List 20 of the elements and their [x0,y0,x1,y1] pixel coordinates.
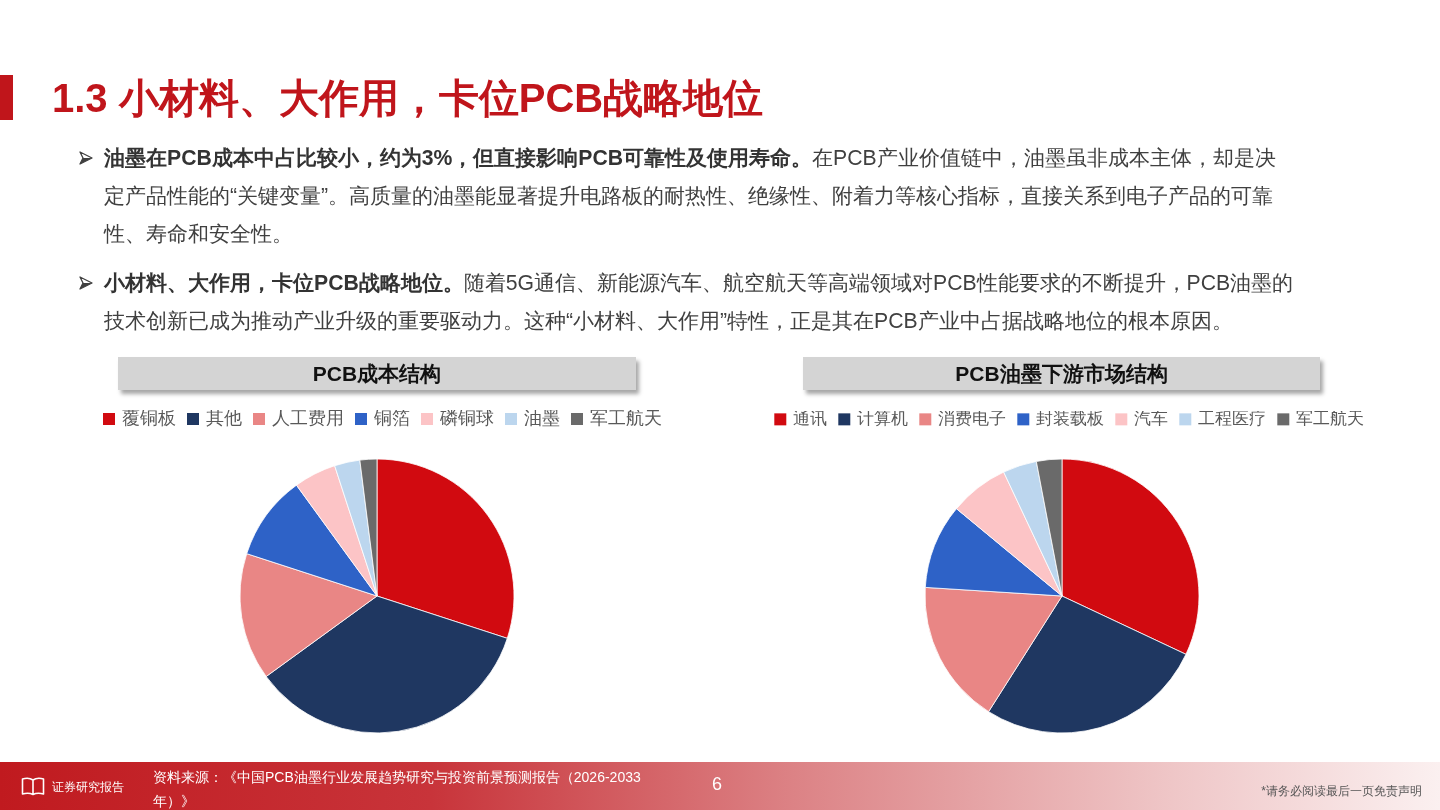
legend-label: 封装载板 [1035,409,1104,429]
text: 资料来源：《中国PCB油墨行业发展趋势研究与投资前景预测报告（2026-2033年）》 [153,768,642,810]
legend-label: 覆铜板 [122,408,176,428]
legend-label: 消费电子 [937,409,1006,429]
legend-label: 通讯 [792,409,827,429]
text: 证券研究报告 [52,779,124,796]
legend-label: 工程医疗 [1197,409,1266,429]
legend-label: 油墨 [524,408,560,428]
text: 6 [712,773,723,795]
text: 1.3 小材料、大作用，卡位PCB战略地位 [52,75,764,122]
text: 小材料、大作用，卡位PCB战略地位。随着5G通信、新能源汽车、航空航天等高端领域对PCB性能要求的不断提升，PCB油墨的技术创新已成为推动产业升级的重要驱动力。这种“小材料、大作用”特性，正是其在PCB产业中占据战略地位的根本原因。 [104,270,1295,334]
legend-label: 人工费用 [272,408,344,428]
legend-label: 汽车 [1133,409,1168,429]
legend-label: 其他 [206,408,242,428]
legend-label: 磷铜球 [439,408,494,428]
text: 油墨在PCB成本中占比较小，约为3%，但直接影响PCB可靠性及使用寿命。在PCB产业价值链中，油墨虽非成本主体，却是决定产品性能的“关键变量”。高质量的油墨能显著提升电路板的耐热性、绝缘性、附着力等核心指标，直接关系到电子产品的可靠性、寿命和安全性。 [104,145,1277,247]
legend-label: 计算机 [856,409,908,429]
text: *请务必阅读最后一页免责声明 [1261,783,1422,800]
legend-label: 铜箔 [373,408,410,428]
legend-label: 军工航天 [1295,409,1364,429]
